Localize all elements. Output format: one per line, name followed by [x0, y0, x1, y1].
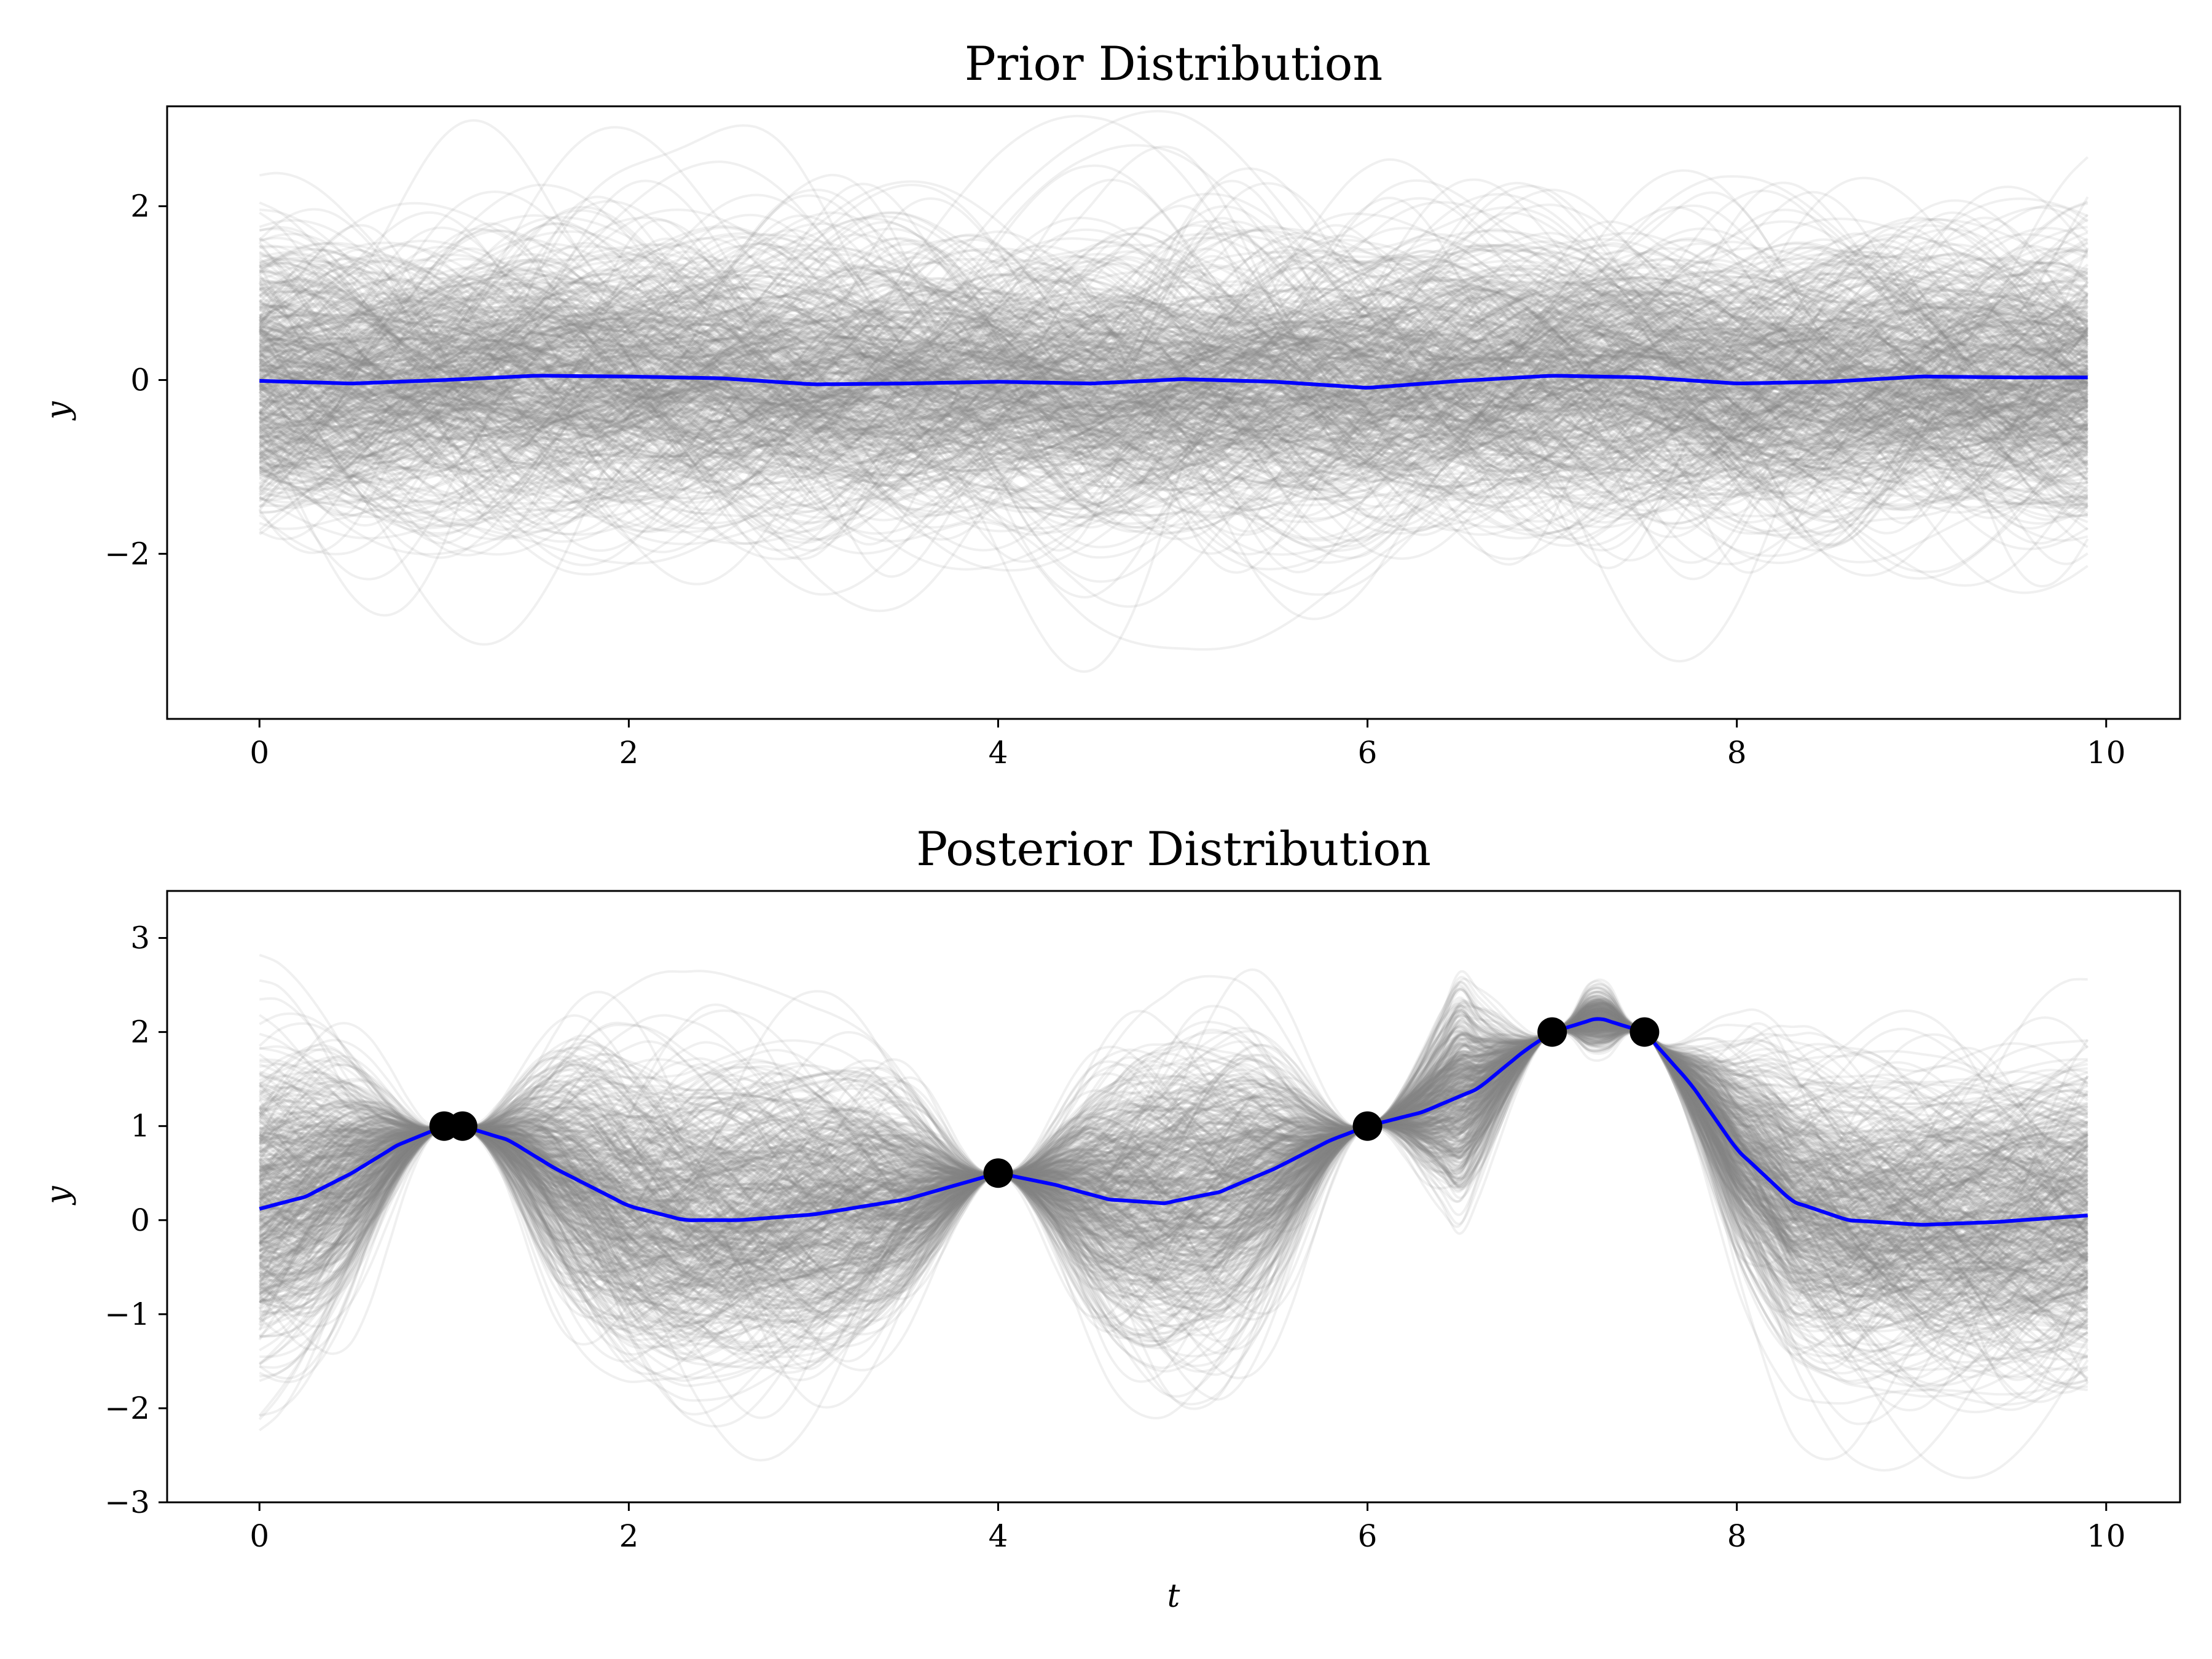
posterior-ytick-label: −1 — [104, 1296, 150, 1332]
posterior-ytick-label: 3 — [130, 920, 150, 956]
prior-xtick-label: 6 — [1358, 735, 1378, 771]
posterior-ylabel: y — [40, 1186, 77, 1206]
posterior-xtick-label: 2 — [619, 1518, 638, 1554]
posterior-ytick-label: 0 — [130, 1202, 150, 1238]
prior-xtick-label: 8 — [1727, 735, 1747, 771]
prior-xtick-label: 10 — [2087, 735, 2126, 771]
posterior-observation-point — [1353, 1112, 1382, 1141]
posterior-xtick-label: 10 — [2087, 1518, 2126, 1554]
posterior-xtick-label: 4 — [989, 1518, 1008, 1554]
posterior-observation-point — [1630, 1018, 1659, 1047]
posterior-title: Posterior Distribution — [916, 822, 1431, 876]
posterior-ytick-label: 2 — [130, 1014, 150, 1050]
prior-xtick-label: 4 — [989, 735, 1008, 771]
posterior-ytick-label: −2 — [104, 1390, 150, 1426]
prior-xtick-label: 2 — [619, 735, 638, 771]
prior-xtick-label: 0 — [249, 735, 269, 771]
posterior-xtick-label: 8 — [1727, 1518, 1747, 1554]
prior-ytick-label: 0 — [130, 362, 150, 398]
prior-ylabel: y — [40, 401, 77, 421]
posterior-observation-point — [1537, 1018, 1567, 1047]
posterior-ytick-label: 1 — [130, 1108, 150, 1144]
prior-title: Prior Distribution — [965, 36, 1383, 91]
prior-ytick-label: −2 — [104, 536, 150, 571]
prior-ytick-label: 2 — [130, 189, 150, 224]
posterior-xlabel: t — [1167, 1578, 1180, 1615]
posterior-xtick-label: 0 — [249, 1518, 269, 1554]
posterior-observation-point — [983, 1158, 1013, 1188]
posterior-xtick-label: 6 — [1358, 1518, 1378, 1554]
posterior-ytick-label: −3 — [104, 1484, 150, 1520]
posterior-observation-point — [448, 1112, 477, 1141]
